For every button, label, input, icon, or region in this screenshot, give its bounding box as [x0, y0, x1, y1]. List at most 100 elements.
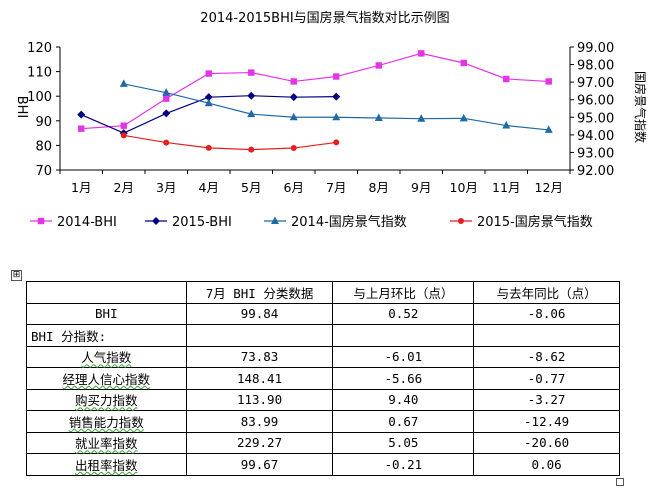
data-point: [162, 88, 171, 96]
cell-value: 0.52: [332, 302, 475, 325]
table-row: 销售能力指数 83.99 0.67 -12.49: [26, 410, 620, 433]
data-point: [119, 79, 128, 87]
table-resize-handle[interactable]: [616, 478, 624, 486]
chart-title: 2014-2015BHI与国房景气指数对比示例图: [200, 10, 449, 26]
series-line-0: [81, 52, 549, 130]
data-point: [120, 132, 127, 139]
y-tick-label-left: 70: [35, 164, 52, 179]
x-tick-label: 3月: [156, 180, 176, 195]
x-tick-label: 1月: [71, 180, 91, 195]
cell-value: 99.84: [185, 302, 334, 325]
data-point: [460, 59, 467, 67]
row-label: 销售能力指数: [26, 410, 187, 433]
table-header-cell: 与上月环比（点）: [332, 281, 475, 304]
data-point: [162, 109, 171, 118]
y-tick-label-left: 80: [35, 139, 52, 154]
table-row: BHI 99.84 0.52 -8.06: [26, 302, 620, 325]
y-tick-label-left: 90: [35, 115, 52, 130]
y-tick-label-right: 93.00: [577, 146, 614, 161]
data-point: [120, 122, 127, 129]
row-label: 就业率指数: [26, 431, 187, 454]
y-tick-label-right: 99.00: [577, 41, 614, 56]
x-tick-label: 9月: [411, 180, 431, 195]
table-header-cell: [26, 281, 187, 304]
x-tick-label: 8月: [369, 180, 389, 195]
data-point: [290, 78, 297, 85]
x-tick-label: 7月: [326, 180, 346, 195]
cell-value: [332, 324, 475, 347]
y-tick-label-left: 100: [27, 90, 52, 105]
data-point: [503, 75, 510, 83]
cell-value: 5.05: [332, 431, 475, 454]
data-point: [333, 139, 340, 146]
data-point: [375, 62, 382, 69]
table-move-handle[interactable]: ⊞: [11, 270, 22, 281]
legend-label: 2014-国房景气指数: [291, 214, 407, 230]
data-point: [163, 95, 170, 102]
table-header-row: 7月 BHI 分类数据 与上月环比（点） 与去年同比（点）: [26, 281, 620, 304]
y-tick-label-right: 97.00: [577, 76, 614, 91]
legend-marker: [152, 217, 160, 225]
series-line-2: [123, 83, 549, 131]
cell-value: -6.01: [332, 345, 475, 368]
x-tick-label: 5月: [241, 180, 261, 195]
data-point: [289, 93, 298, 102]
row-label: BHI: [26, 302, 187, 325]
y-tick-label-right: 98.00: [577, 59, 614, 74]
data-point: [502, 121, 511, 129]
table-row: 就业率指数 229.27 5.05 -20.60: [26, 431, 620, 454]
data-point: [204, 98, 213, 107]
cell-value: 9.40: [332, 388, 475, 411]
data-point: [418, 50, 425, 57]
data-point: [78, 125, 85, 132]
row-label: 经理人信心指数: [26, 367, 187, 390]
data-point: [205, 70, 212, 77]
y-tick-label-right: 92.00: [577, 164, 614, 179]
y-tick-label-right: 94.00: [577, 129, 614, 144]
table-row: 经理人信心指数 148.41 -5.66 -0.77: [26, 367, 620, 390]
cell-value: 0.06: [473, 453, 620, 476]
y-tick-label-left: 110: [27, 66, 52, 81]
data-point: [204, 93, 213, 102]
data-point: [417, 114, 426, 122]
legend-marker: [37, 217, 45, 225]
data-point: [332, 112, 341, 121]
cell-value: 113.90: [185, 388, 334, 411]
cell-value: 148.41: [185, 367, 334, 390]
x-tick-label: 11月: [492, 180, 520, 195]
data-point: [545, 78, 552, 85]
cell-value: 73.83: [185, 345, 334, 368]
data-point: [374, 113, 383, 121]
table-row: 人气指数 73.83 -6.01 -8.62: [26, 345, 620, 368]
data-point: [289, 112, 298, 121]
table-header-cell: 7月 BHI 分类数据: [185, 281, 334, 304]
legend-marker: [271, 216, 279, 224]
x-tick-label: 10月: [450, 180, 478, 195]
chart: 2014-2015BHI与国房景气指数对比示例图 70 80 90 100 110 120…: [14, 10, 648, 230]
cell-value: -12.49: [473, 410, 620, 433]
cell-value: [185, 324, 334, 347]
data-point: [247, 91, 256, 100]
y-tick-label-left: 120: [27, 41, 52, 56]
cell-value: -5.66: [332, 367, 475, 390]
plot-area: 70 80 90 100 110 120 92.00 93.00 94.00 95.00 96.00…: [27, 41, 614, 195]
y-axis-label-left: BHI: [14, 96, 29, 119]
data-point: [459, 113, 468, 122]
legend-label: 2014-BHI: [57, 215, 117, 230]
cell-value: -0.77: [473, 367, 620, 390]
data-point: [544, 125, 553, 133]
table-row: BHI 分指数:: [26, 324, 620, 347]
row-label: 人气指数: [26, 345, 187, 368]
data-point: [290, 145, 297, 152]
cell-value: -8.06: [473, 302, 620, 325]
data-point: [205, 144, 212, 151]
series-line-3: [123, 134, 337, 151]
cell-value: [473, 324, 620, 347]
data-point: [163, 139, 170, 146]
x-tick-label: 4月: [199, 180, 219, 195]
x-tick-label: 6月: [284, 180, 304, 195]
legend-label: 2015-BHI: [172, 215, 232, 230]
row-label: 购买力指数: [26, 388, 187, 411]
cell-value: 99.67: [185, 453, 334, 476]
cell-value: -0.21: [332, 453, 475, 476]
